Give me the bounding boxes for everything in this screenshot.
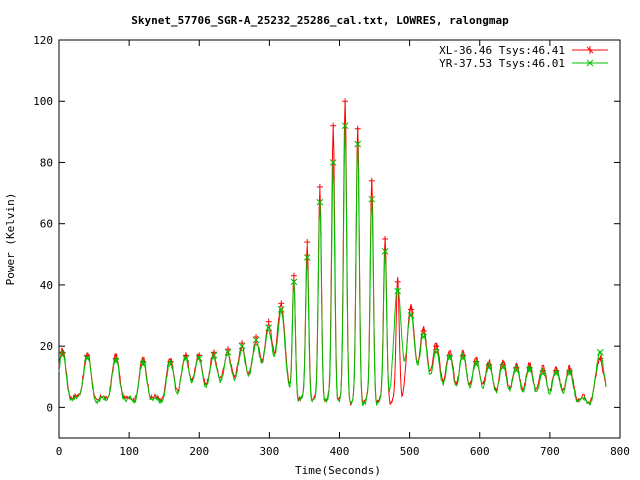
data-point [167,361,174,368]
data-point [238,342,246,350]
data-point [329,159,337,166]
data-point [539,370,547,378]
data-point [597,348,604,356]
x-tick-label: 700 [540,445,560,458]
x-tick-label: 0 [56,445,63,458]
data-point [59,351,66,359]
y-tick-label: 100 [33,95,53,108]
data-point [566,370,573,378]
data-point [265,318,272,325]
data-point [303,254,311,261]
data-point [304,239,311,246]
data-point [368,195,376,203]
legend-label-yr: YR-37.53 Tsys:46.01 [439,57,565,70]
legend: XL-36.46 Tsys:46.41 YR-37.53 Tsys:46.01 [439,44,608,70]
data-point [407,312,415,319]
chart-title: Skynet_57706_SGR-A_25232_25286_cal.txt, … [131,14,509,27]
series-layer [58,98,607,407]
data-point [354,125,361,132]
data-point [112,358,120,365]
y-tick-label: 60 [40,218,53,231]
data-point [381,247,389,255]
plot-frame [58,39,621,439]
data-point [265,324,273,332]
data-point [485,364,493,371]
x-axis-label: Time(Seconds) [295,464,381,477]
data-point [341,122,349,130]
data-point [316,183,323,190]
data-point [472,361,480,368]
data-point [316,198,324,206]
data-point [485,361,492,368]
plot-area [58,39,621,439]
data-point [224,348,232,356]
data-point [526,364,533,371]
x-tick-label: 500 [400,445,420,458]
data-point [354,140,362,148]
data-point [290,272,297,279]
data-point [253,333,260,340]
data-point [290,278,298,286]
axis-ticks: 0 100 200 300 400 500 600 700 800 0 20 40 60 80 100 120 [33,34,630,458]
data-point [394,278,401,285]
data-point [83,355,91,362]
data-point [499,361,506,368]
data-point [512,367,520,374]
data-point [526,367,533,374]
data-point [278,300,285,307]
y-tick-label: 80 [40,156,53,169]
data-point [182,355,190,362]
data-point [239,340,246,347]
data-point [330,122,337,129]
data-point [459,355,467,362]
x-tick-label: 300 [259,445,279,458]
x-tick-label: 800 [610,445,630,458]
data-point [277,306,285,313]
y-tick-label: 0 [46,401,53,414]
y-tick-label: 120 [33,34,53,47]
y-axis-label: Power (Kelvin) [4,193,17,286]
x-tick-label: 200 [189,445,209,458]
data-point [195,355,203,362]
data-point [408,306,415,313]
legend-marker-yr [586,59,594,67]
data-point [252,336,260,344]
data-point [210,349,217,356]
y-tick-label: 40 [40,279,53,292]
y-tick-label: 20 [40,340,53,353]
legend-label-xl: XL-36.46 Tsys:46.41 [439,44,565,57]
x-tick-label: 400 [330,445,350,458]
data-point [342,98,349,105]
data-point [382,236,389,242]
data-point [433,343,440,350]
data-point [368,177,375,184]
series-line-0 [58,100,607,407]
data-point [182,352,189,359]
data-point [139,361,147,368]
data-point [432,348,440,356]
x-tick-label: 100 [119,445,139,458]
data-point [552,370,560,378]
data-point [210,351,218,359]
data-point [420,333,428,341]
data-point [225,346,232,353]
data-point [446,355,453,362]
data-point [394,287,402,295]
x-tick-label: 600 [470,445,490,458]
data-point [499,364,507,371]
series-line-1 [58,124,607,407]
